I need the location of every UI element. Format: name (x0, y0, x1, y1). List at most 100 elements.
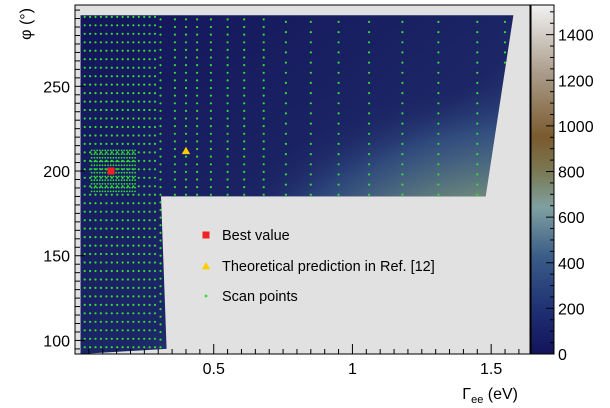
scan-point (104, 149, 107, 152)
scan-point (148, 24, 151, 27)
scan-point (126, 49, 130, 52)
scan-point (89, 41, 92, 44)
scan-point (89, 75, 92, 78)
scan-point (110, 24, 113, 27)
scan-point (209, 18, 212, 21)
scan-point (159, 262, 162, 265)
scan-point (120, 179, 123, 182)
scan-point (94, 252, 97, 256)
scan-point (110, 117, 113, 120)
scan-point (243, 102, 246, 105)
scan-point (226, 163, 229, 166)
scan-point (121, 151, 124, 154)
scan-point (476, 30, 479, 34)
scan-point (126, 261, 130, 264)
scan-point (99, 108, 102, 112)
scan-point (94, 244, 97, 247)
scan-point (337, 20, 340, 23)
scan-point (134, 153, 137, 156)
scan-point (134, 160, 137, 163)
scan-point (128, 175, 131, 178)
scan-point (83, 117, 86, 120)
scan-point (96, 156, 98, 159)
scan-point (83, 24, 86, 27)
scan-point (309, 92, 312, 95)
scan-point (196, 102, 199, 105)
scan-point (110, 236, 113, 239)
scan-point (89, 49, 92, 52)
scan-point (104, 175, 107, 178)
scan-point (401, 41, 404, 44)
scan-point (437, 102, 440, 105)
scan-point (110, 134, 113, 137)
scan-point (148, 92, 151, 95)
scan-point (121, 193, 124, 196)
scan-point (123, 179, 126, 182)
scan-point (126, 151, 130, 154)
scan-point (184, 71, 188, 74)
scan-point (110, 100, 113, 103)
scan-point (134, 179, 137, 182)
scan-point (159, 155, 162, 158)
scan-point (209, 64, 212, 67)
y-tick-label: 100 (43, 333, 70, 350)
scan-point (153, 269, 157, 273)
scan-point (93, 186, 96, 189)
best-value-marker (107, 167, 115, 175)
scan-point (401, 183, 404, 186)
scan-point (159, 56, 162, 59)
scan-point (115, 164, 117, 167)
scan-point (126, 295, 130, 298)
scan-point (99, 24, 102, 27)
scan-point (159, 186, 162, 189)
scan-point (196, 186, 199, 189)
scan-point (94, 66, 97, 69)
scan-point (104, 156, 107, 159)
scan-point (309, 102, 312, 105)
scan-point (105, 219, 108, 222)
scan-point (143, 219, 146, 222)
scan-point (116, 286, 119, 289)
scan-point (126, 236, 130, 239)
scan-point (123, 164, 126, 167)
scan-point (159, 338, 162, 341)
scan-point (116, 236, 119, 239)
colorbar-tick-label: 600 (558, 210, 585, 227)
scan-point (184, 102, 188, 105)
scan-point (93, 183, 96, 185)
colorbar-axis: 0 200 400 600 800 1000 1200 1400 (546, 11, 594, 364)
scan-point (173, 94, 176, 97)
scan-point (107, 190, 109, 193)
scan-point (83, 346, 86, 349)
scan-point (110, 269, 113, 273)
scan-point (105, 125, 108, 129)
scan-point (93, 171, 96, 174)
scan-point (116, 66, 119, 69)
scan-point (153, 252, 157, 256)
scan-point (159, 292, 162, 295)
scan-point (309, 20, 312, 23)
scan-point (116, 142, 119, 145)
scan-point (107, 183, 109, 185)
scan-point (89, 295, 92, 298)
scan-point (159, 117, 162, 120)
scan-point (284, 81, 287, 84)
scan-point (148, 227, 151, 230)
scan-point (128, 149, 131, 152)
scan-point (262, 102, 265, 105)
scan-point (89, 185, 92, 188)
scan-point (262, 41, 265, 44)
scan-point (89, 92, 92, 95)
scan-point (98, 175, 101, 178)
scan-point (107, 186, 109, 189)
scan-point (98, 183, 101, 185)
scan-point (132, 100, 135, 103)
scan-point (120, 168, 123, 170)
scan-point (209, 186, 212, 189)
scan-point (368, 183, 371, 186)
scan-point (110, 210, 113, 213)
scan-point (132, 32, 135, 35)
scan-point (159, 216, 162, 219)
scan-point (148, 151, 151, 154)
scan-point (90, 175, 93, 178)
